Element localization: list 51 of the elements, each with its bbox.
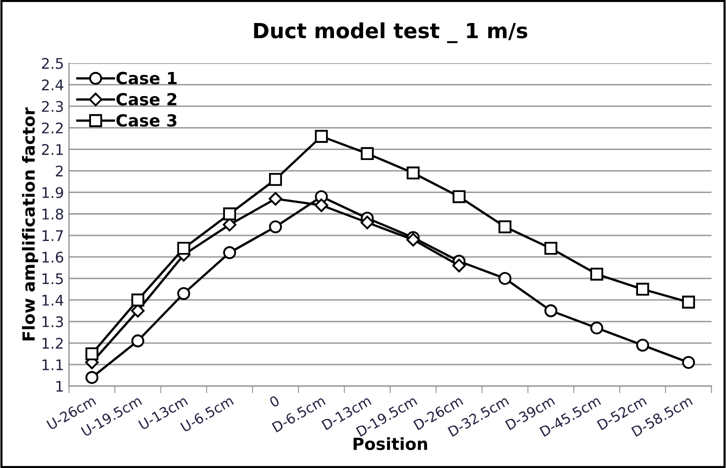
y-tick-label: 1.2: [42, 338, 63, 349]
y-tick-label: 1.5: [42, 273, 63, 284]
y-tick-label: 1.8: [42, 208, 64, 220]
y-tick-label: 2: [56, 166, 63, 176]
chart-title: Duct model test _ 1 m/s: [254, 22, 528, 44]
point: [177, 287, 190, 300]
point: [269, 172, 282, 186]
x-axis-title: Position: [354, 437, 428, 450]
legend-label: Case 1: [116, 72, 177, 84]
point: [314, 198, 328, 212]
point: [131, 334, 144, 348]
point: [682, 356, 695, 369]
point: [406, 166, 420, 180]
y-tick-label: 1.1: [42, 359, 63, 370]
point: [498, 272, 512, 285]
point: [544, 242, 558, 255]
point: [85, 347, 98, 360]
y-tick-label: 2.1: [42, 144, 63, 155]
point: [452, 190, 466, 204]
legend-label: Case 3: [116, 114, 176, 127]
point: [590, 322, 604, 334]
y-tick-label: 1: [56, 381, 63, 392]
point: [223, 246, 236, 260]
point: [268, 192, 282, 206]
y-tick-label: 1.6: [42, 252, 64, 263]
point: [498, 220, 512, 234]
y-tick-label: 1.9: [42, 187, 64, 198]
point: [223, 207, 236, 220]
point: [360, 147, 374, 160]
y-tick-label: 1.3: [42, 316, 63, 328]
point: [544, 304, 558, 318]
point: [85, 371, 98, 384]
point: [452, 258, 466, 272]
point: [177, 242, 190, 255]
point: [636, 282, 650, 296]
point: [314, 130, 328, 143]
y-tick-label: 2.3: [42, 100, 63, 112]
point: [682, 296, 695, 309]
y-tick-label: 2.4: [42, 79, 64, 90]
y-tick-label: 2.5: [42, 58, 63, 69]
point: [131, 294, 144, 306]
point: [269, 220, 282, 234]
y-tick-label: 1.7: [42, 230, 63, 241]
point: [590, 268, 604, 281]
point: [406, 232, 420, 247]
point: [360, 216, 374, 230]
y-tick-label: 1.4: [42, 294, 64, 306]
y-tick-label: 2.2: [42, 122, 63, 134]
y-axis-title: Flow amplification factor: [22, 107, 38, 340]
point: [636, 338, 650, 352]
legend-label: Case 2: [116, 92, 176, 106]
